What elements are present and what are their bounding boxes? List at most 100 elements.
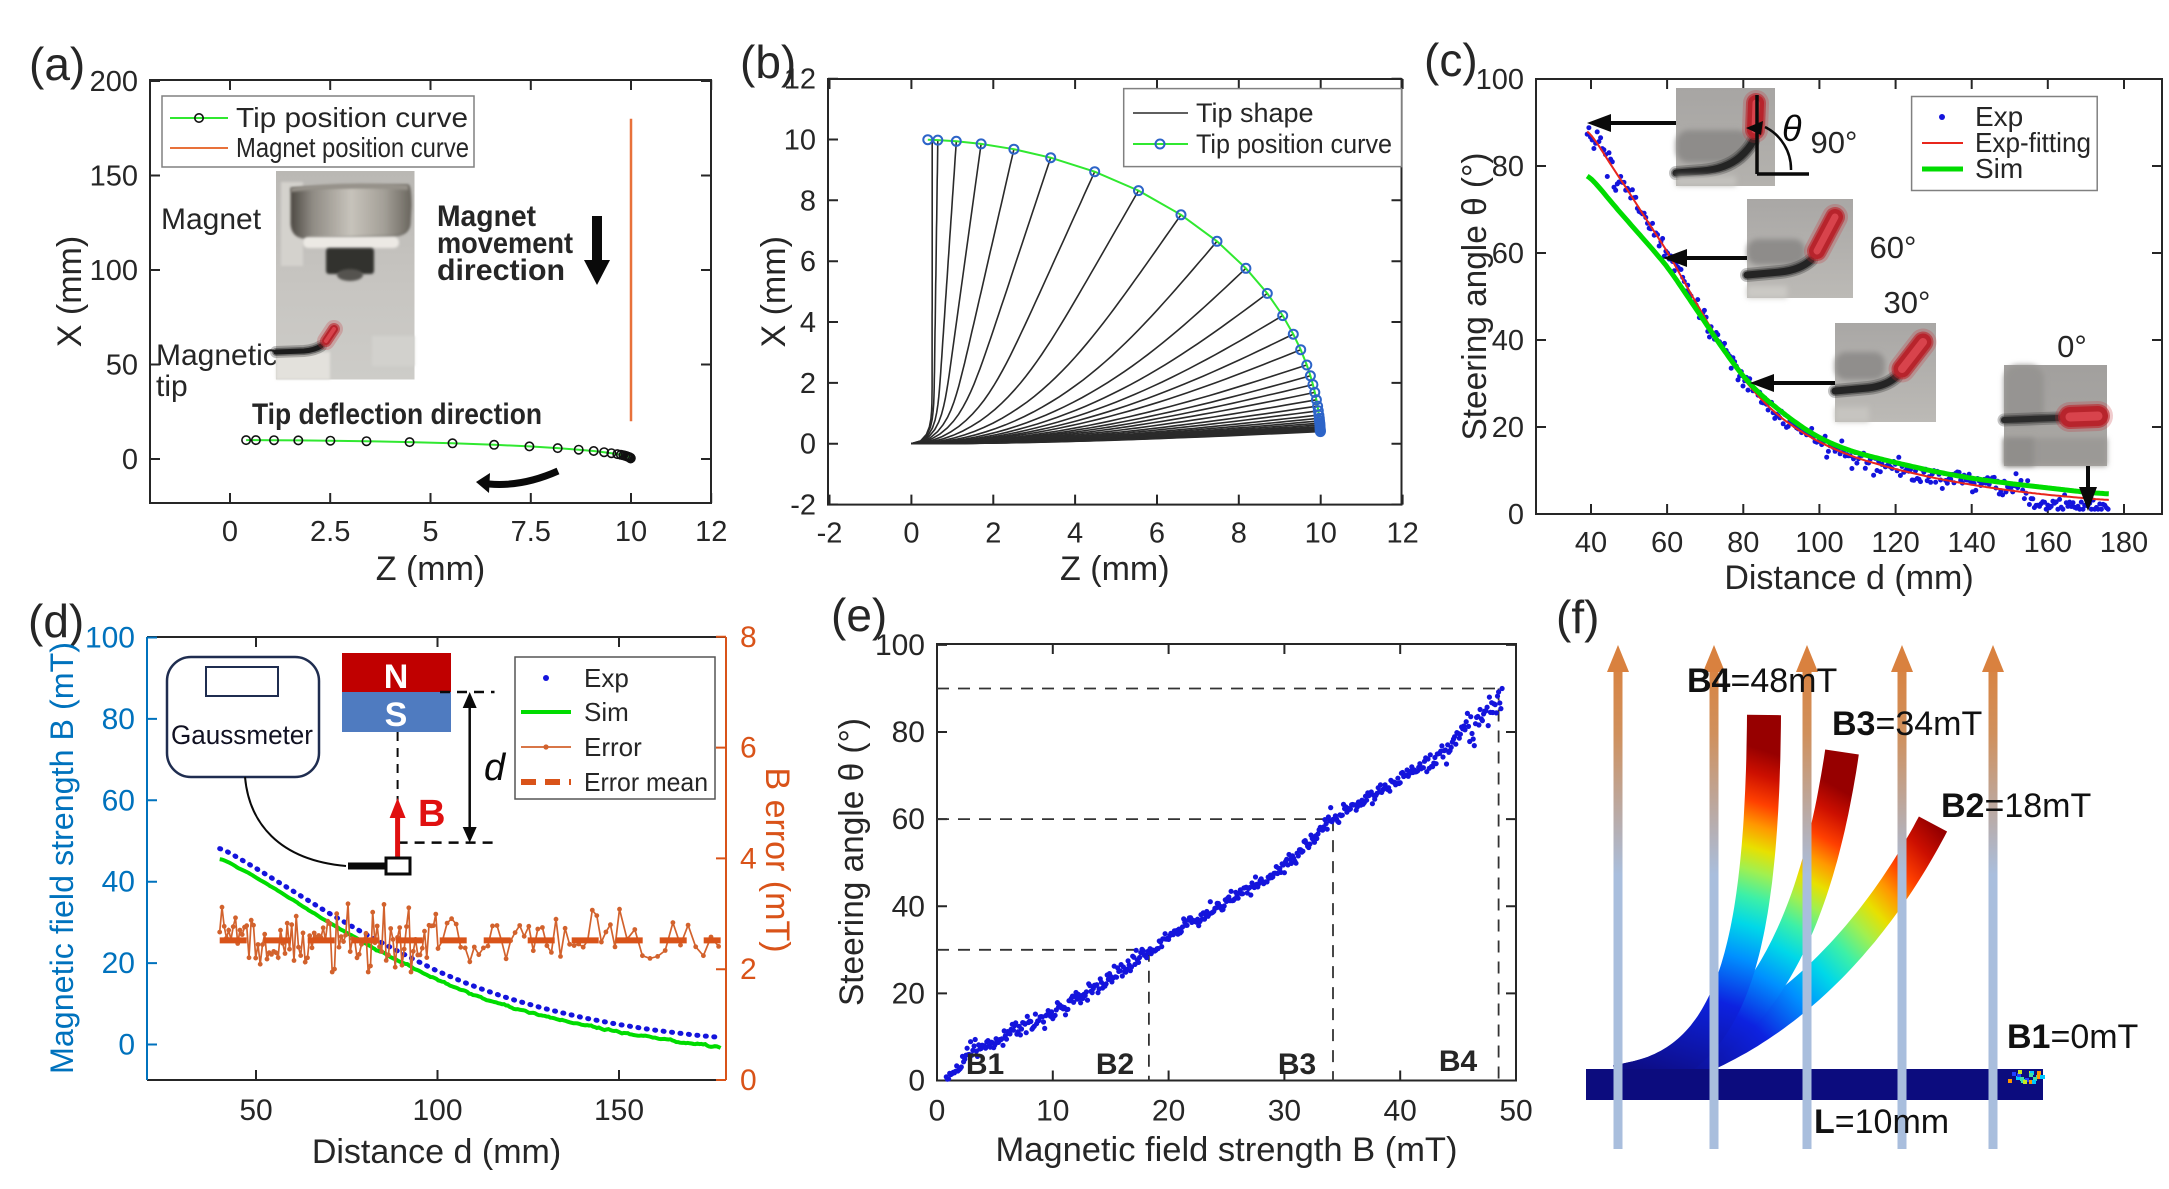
svg-text:Tip position curve: Tip position curve [1196,129,1392,159]
svg-text:Magnetic field strength B (mT): Magnetic field strength B (mT) [44,642,80,1074]
svg-text:Error mean: Error mean [584,767,708,797]
svg-text:30: 30 [1268,1095,1301,1128]
svg-text:0: 0 [903,518,919,550]
svg-text:movement: movement [437,227,573,260]
svg-text:2: 2 [800,368,816,400]
svg-text:50: 50 [1499,1095,1532,1128]
svg-text:X (mm): X (mm) [51,236,89,347]
svg-text:Magnet position curve: Magnet position curve [236,132,469,163]
svg-text:100: 100 [1476,64,1524,96]
svg-text:80: 80 [1492,151,1524,183]
svg-text:B4=48mT: B4=48mT [1687,662,1837,700]
svg-text:40: 40 [1575,527,1607,559]
svg-text:0: 0 [929,1095,946,1128]
svg-text:-2: -2 [817,518,843,550]
svg-text:12: 12 [784,64,816,96]
svg-text:60: 60 [1651,527,1683,559]
svg-text:10: 10 [1036,1095,1069,1128]
svg-text:0: 0 [1508,499,1524,531]
svg-text:80: 80 [892,716,925,749]
svg-text:Distance d (mm): Distance d (mm) [1724,559,1973,597]
svg-text:100: 100 [85,622,135,655]
svg-text:Exp: Exp [584,663,629,693]
svg-text:40: 40 [1492,325,1524,357]
svg-text:40: 40 [1384,1095,1417,1128]
svg-text:B error (mT): B error (mT) [758,767,796,952]
svg-text:20: 20 [892,977,925,1010]
svg-text:Error: Error [584,732,642,762]
svg-text:20: 20 [1492,412,1524,444]
svg-text:Steering angle θ (°): Steering angle θ (°) [1456,153,1494,441]
svg-text:Tip shape: Tip shape [1196,98,1314,128]
svg-text:Magnet: Magnet [161,203,262,236]
svg-text:d: d [484,747,507,789]
svg-text:B1=0mT: B1=0mT [2007,1018,2138,1056]
svg-text:50: 50 [106,350,138,382]
svg-text:10: 10 [784,125,816,157]
svg-text:X (mm): X (mm) [755,236,793,347]
svg-text:Distance d (mm): Distance d (mm) [312,1133,561,1171]
svg-text:150: 150 [594,1094,644,1127]
svg-text:8: 8 [800,185,816,217]
svg-text:2: 2 [985,518,1001,550]
svg-text:60: 60 [102,784,135,817]
svg-text:30°: 30° [1884,285,1931,320]
svg-text:8: 8 [1231,518,1247,550]
svg-text:B2=18mT: B2=18mT [1941,787,2091,825]
svg-text:7.5: 7.5 [511,516,551,548]
svg-text:tip: tip [156,370,188,403]
svg-text:(a): (a) [29,38,85,90]
svg-text:B4: B4 [1439,1045,1478,1078]
svg-text:0: 0 [908,1065,925,1098]
svg-text:90°: 90° [1811,125,1858,160]
svg-text:160: 160 [2024,527,2072,559]
svg-text:10: 10 [615,516,647,548]
svg-text:2: 2 [740,953,757,986]
svg-text:0: 0 [118,1029,135,1062]
svg-text:100: 100 [875,629,925,662]
svg-text:20: 20 [102,947,135,980]
svg-text:0: 0 [800,429,816,461]
svg-text:200: 200 [90,66,138,98]
svg-text:B1: B1 [966,1048,1004,1081]
svg-text:0: 0 [122,444,138,476]
svg-text:120: 120 [1871,527,1919,559]
svg-text:0°: 0° [2057,329,2087,364]
svg-text:150: 150 [90,161,138,193]
svg-text:140: 140 [1948,527,1996,559]
svg-text:Sim: Sim [584,697,629,727]
svg-text:20: 20 [1152,1095,1185,1128]
svg-text:θ: θ [1782,108,1802,149]
svg-text:-2: -2 [790,490,816,522]
svg-text:180: 180 [2100,527,2148,559]
svg-text:2.5: 2.5 [310,516,350,548]
svg-text:(d): (d) [28,595,84,647]
svg-text:5: 5 [422,516,438,548]
svg-text:100: 100 [90,255,138,287]
svg-text:6: 6 [740,732,757,765]
svg-text:B3: B3 [1278,1048,1316,1081]
svg-text:L=10mm: L=10mm [1814,1103,1949,1141]
svg-text:(e): (e) [831,589,887,641]
svg-text:Magnetic field strength B (mT): Magnetic field strength B (mT) [996,1131,1458,1169]
svg-text:100: 100 [412,1094,462,1127]
svg-text:10: 10 [1305,518,1337,550]
svg-text:Exp: Exp [1975,101,2023,132]
svg-text:0: 0 [222,516,238,548]
svg-text:80: 80 [1727,527,1759,559]
svg-text:N: N [384,658,409,696]
svg-text:6: 6 [1149,518,1165,550]
svg-text:(b): (b) [740,36,796,88]
svg-text:60°: 60° [1870,230,1917,265]
svg-text:Tip deflection direction: Tip deflection direction [252,398,542,431]
svg-text:60: 60 [892,803,925,836]
svg-text:100: 100 [1795,527,1843,559]
svg-text:Magnetic: Magnetic [156,339,278,372]
svg-text:12: 12 [695,516,727,548]
svg-text:40: 40 [102,866,135,899]
svg-text:4: 4 [740,842,757,875]
svg-text:0: 0 [740,1064,757,1097]
svg-text:S: S [385,696,408,734]
svg-text:B: B [418,793,445,835]
svg-text:Z (mm): Z (mm) [1060,550,1170,588]
